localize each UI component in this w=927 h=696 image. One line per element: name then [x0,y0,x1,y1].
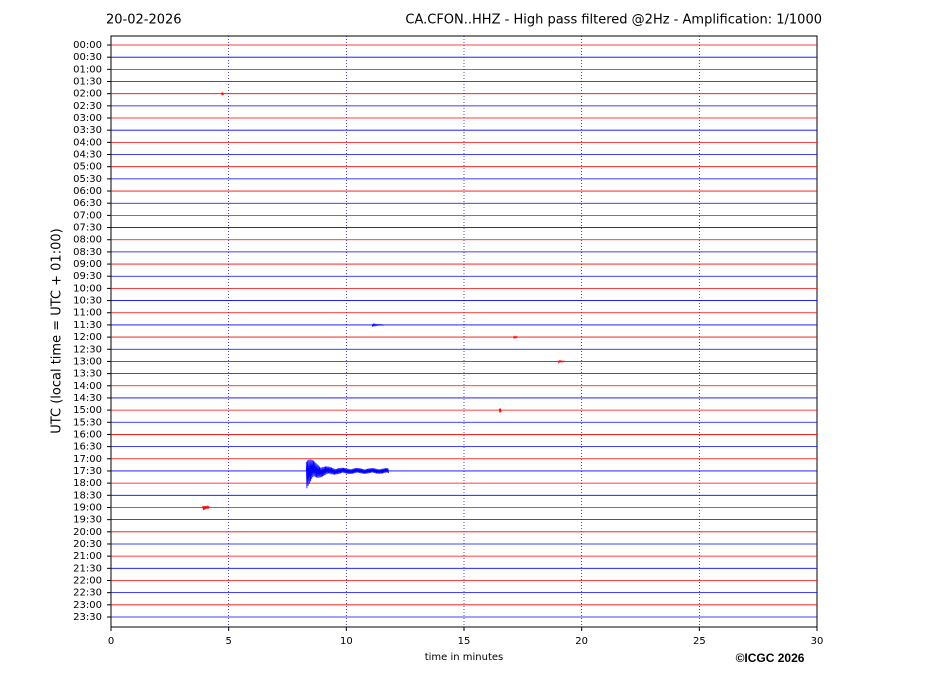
y-tick-label: 07:30 [73,223,102,234]
seismic-event [513,335,518,340]
y-tick-label: 23:00 [73,600,102,611]
y-tick-label: 00:30 [73,52,102,63]
y-tick-label: 11:00 [73,308,102,319]
seismic-event [202,504,210,511]
y-tick-label: 22:00 [73,575,102,586]
x-tick-label: 30 [811,636,824,647]
y-tick-label: 15:30 [73,417,102,428]
y-tick-label: 08:00 [73,235,102,246]
y-tick-label: 11:30 [73,320,102,331]
y-tick-label: 03:00 [73,113,102,124]
y-tick-label: 01:00 [73,64,102,75]
y-tick-label: 17:30 [73,466,102,477]
y-tick-label: 17:00 [73,454,102,465]
seismic-event [557,359,565,364]
x-tick-label: 20 [575,636,588,647]
y-tick-label: 16:00 [73,429,102,440]
y-tick-label: 19:30 [73,515,102,526]
y-tick-label: 13:00 [73,356,102,367]
y-tick-label: 00:00 [73,40,102,51]
y-tick-label: 02:00 [73,89,102,100]
y-tick-label: 04:00 [73,137,102,148]
x-axis-label: time in minutes [425,652,504,663]
y-tick-label: 12:30 [73,344,102,355]
y-tick-label: 14:30 [73,393,102,404]
y-tick-label: 03:30 [73,125,102,136]
y-tick-label: 15:00 [73,405,102,416]
y-tick-label: 09:00 [73,259,102,270]
y-tick-label: 20:30 [73,539,102,550]
y-tick-label: 10:30 [73,296,102,307]
y-tick-label: 21:00 [73,551,102,562]
y-tick-label: 08:30 [73,247,102,258]
credit: ©ICGC 2026 [736,651,805,665]
y-tick-label: 23:30 [73,612,102,623]
y-tick-label: 01:30 [73,77,102,88]
y-tick-label: 09:30 [73,271,102,282]
y-tick-label: 19:00 [73,502,102,513]
y-tick-label: 16:30 [73,442,102,453]
y-tick-label: 13:30 [73,369,102,380]
y-axis-label: UTC (local time = UTC + 01:00) [50,228,65,433]
y-tick-label: 05:30 [73,174,102,185]
y-tick-label: 10:00 [73,283,102,294]
x-tick-label: 0 [108,636,114,647]
y-tick-label: 05:00 [73,162,102,173]
seismic-event [221,91,224,96]
y-tick-label: 04:30 [73,150,102,161]
x-tick-label: 15 [458,636,471,647]
x-tick-label: 25 [693,636,706,647]
seismic-event [498,408,502,413]
y-tick-label: 12:00 [73,332,102,343]
y-tick-label: 18:00 [73,478,102,489]
y-tick-label: 18:30 [73,490,102,501]
y-tick-label: 02:30 [73,101,102,112]
y-tick-label: 20:00 [73,527,102,538]
y-tick-label: 07:00 [73,210,102,221]
seismic-event [371,322,384,328]
plot-frame [110,35,818,628]
date-title: 20-02-2026 [106,13,182,28]
y-tick-label: 21:30 [73,563,102,574]
y-tick-label: 14:00 [73,381,102,392]
y-tick-label: 06:00 [73,186,102,197]
seismic-event [305,459,389,489]
x-tick-label: 5 [225,636,231,647]
x-tick-label: 10 [340,636,353,647]
y-tick-label: 22:30 [73,588,102,599]
y-tick-label: 06:30 [73,198,102,209]
chart-title: CA.CFON..HHZ - High pass filtered @2Hz -… [405,13,822,28]
